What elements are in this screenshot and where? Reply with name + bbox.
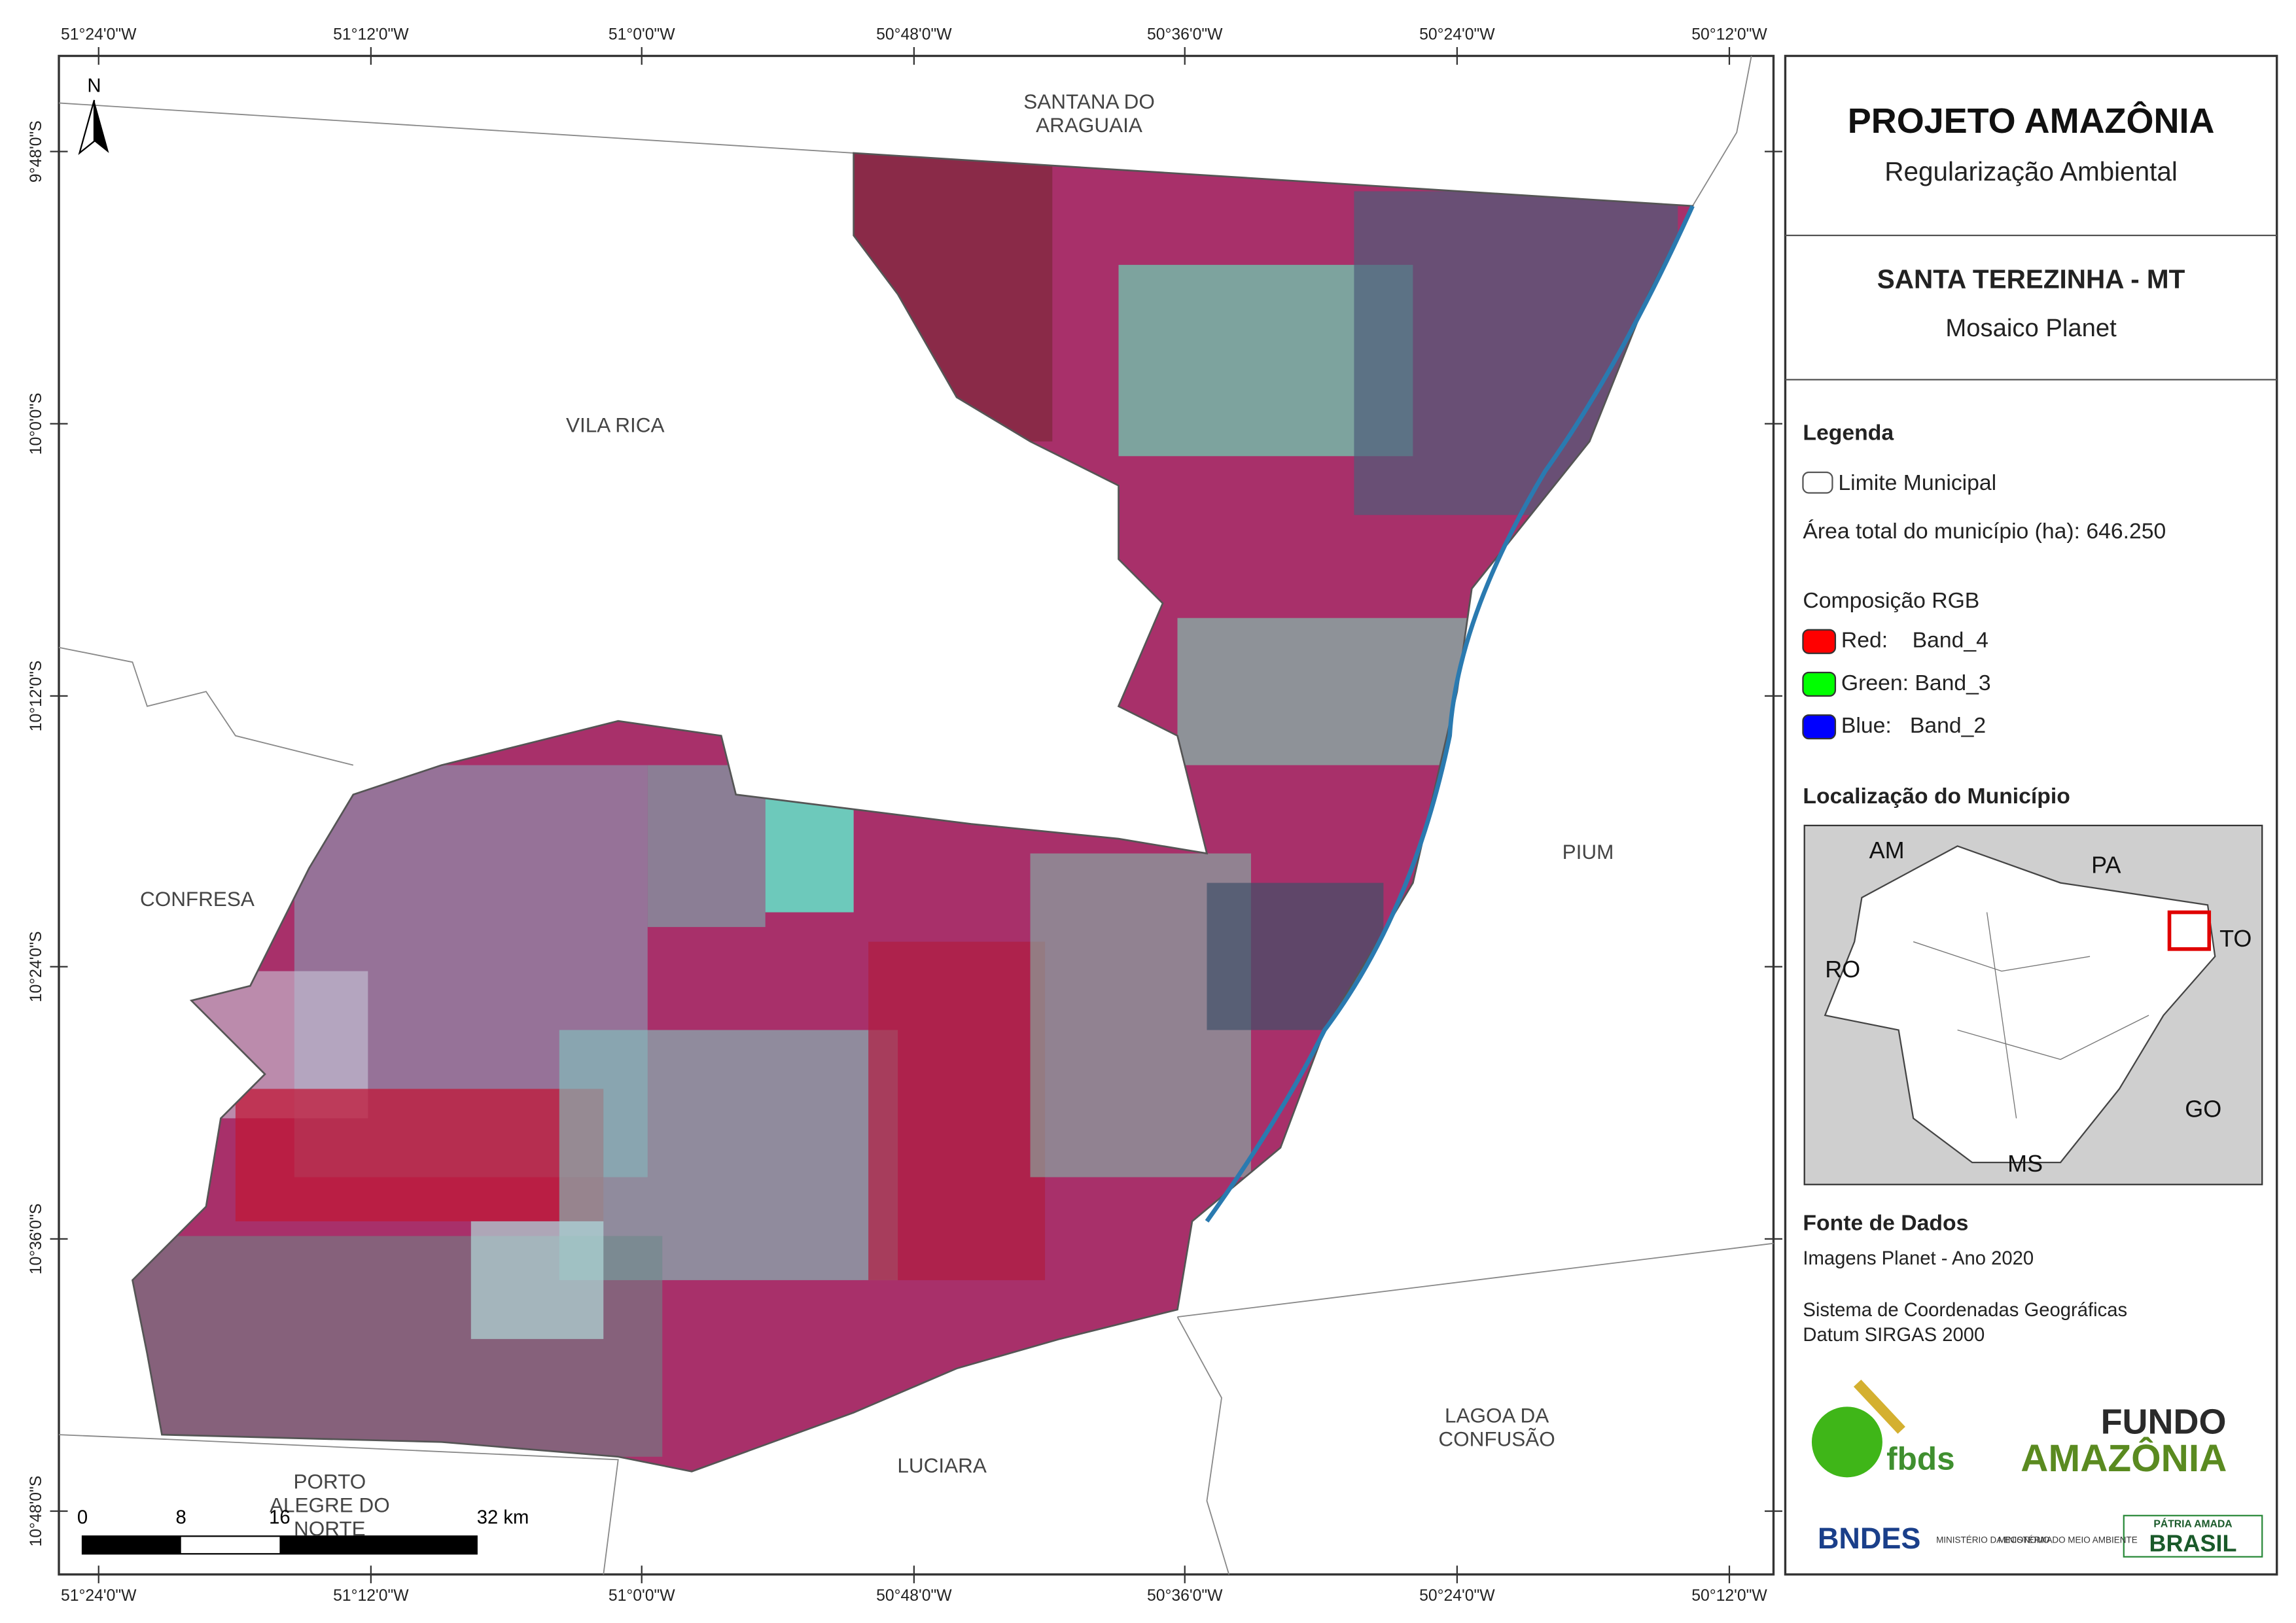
sources-title: Fonte de Dados (1803, 1210, 1968, 1235)
logo-text: BRASIL (2149, 1529, 2237, 1556)
longitude-label: 51°24'0"W (61, 26, 137, 44)
area-label: Área total do município (ha): 646.250 (1803, 519, 2166, 544)
longitude-label: 51°0'0"W (609, 26, 675, 44)
logo-text: MINISTÉRIO DO MEIO AMBIENTE (1998, 1535, 2138, 1545)
boundary-line (1177, 1242, 1774, 1318)
latitude-label: 10°48'0"S (27, 1476, 45, 1547)
state-label: TO (2219, 925, 2252, 952)
latitude-label: 10°24'0"S (27, 931, 45, 1002)
imagery-patch (235, 1089, 604, 1221)
logo-text: PÁTRIA AMADA (2153, 1517, 2232, 1529)
fbds-logo-bar (1853, 1379, 1905, 1434)
product: Mosaico Planet (1945, 314, 2117, 342)
latitude-label: 10°12'0"S (27, 661, 45, 732)
place-name: CONFUSÃO (1438, 1427, 1555, 1450)
scale-bar-segment (279, 1536, 477, 1554)
imagery-patch (765, 794, 854, 913)
place-name: VILA RICA (566, 413, 665, 437)
scale-label: 0 (77, 1507, 88, 1528)
logo-text: fbds (1886, 1441, 1954, 1477)
imagery-patch (1177, 618, 1472, 765)
longitude-label: 50°48'0"W (876, 1587, 952, 1605)
scale-label: 8 (176, 1507, 186, 1528)
longitude-label: 50°48'0"W (876, 26, 952, 44)
longitude-label: 51°24'0"W (61, 1587, 137, 1605)
place-name: NORTE (294, 1517, 366, 1541)
boundary-line (58, 1434, 619, 1575)
legend-item: Limite Municipal (1838, 470, 1996, 495)
legend-title: Legenda (1803, 420, 1894, 445)
longitude-label: 50°36'0"W (1147, 26, 1223, 44)
place-name: CONFRESA (140, 887, 255, 911)
longitude-label: 50°24'0"W (1419, 26, 1495, 44)
north-label: N (87, 75, 101, 96)
band-swatch (1802, 714, 1837, 740)
longitude-label: 51°12'0"W (333, 1587, 409, 1605)
state-label: RO (1825, 956, 1860, 983)
side-panel (1784, 54, 2278, 1576)
band-swatch (1802, 629, 1837, 654)
location-marker (2167, 910, 2212, 951)
north-arrow (78, 99, 109, 155)
longitude-label: 50°12'0"W (1691, 1587, 1767, 1605)
logo-text: BNDES (1818, 1522, 1920, 1555)
location-inset (1803, 824, 2263, 1185)
rgb-title: Composição RGB (1803, 588, 1979, 613)
scale-bar-segment (82, 1536, 181, 1554)
boundary-swatch (1802, 471, 1833, 494)
latitude-label: 9°48'0"S (27, 120, 45, 183)
logo-text: MINISTÉRIO DA ECONOMIA (1936, 1535, 2053, 1545)
scale-bar (81, 1535, 478, 1555)
longitude-label: 50°36'0"W (1147, 1587, 1223, 1605)
place-name: LUCIARA (897, 1454, 986, 1477)
state-outline (1824, 845, 2216, 1164)
band-swatch (1802, 671, 1837, 697)
north-arrow-left (78, 99, 96, 155)
band-label: Green: Band_3 (1841, 671, 1991, 695)
location-title: Localização do Município (1803, 784, 2070, 809)
longitude-label: 50°12'0"W (1691, 26, 1767, 44)
source-line: Datum SIRGAS 2000 (1803, 1325, 1985, 1346)
band-label: Blue: Band_2 (1841, 713, 1986, 738)
longitude-label: 51°12'0"W (333, 26, 409, 44)
place-name: ALEGRE DO (270, 1493, 390, 1517)
scale-label: 16 (269, 1507, 291, 1528)
panel-subtitle: Regularização Ambiental (1884, 156, 2178, 186)
source-line: Imagens Planet - Ano 2020 (1803, 1248, 2034, 1269)
north-arrow-right (94, 99, 109, 153)
municipality: SANTA TEREZINHA - MT (1877, 264, 2185, 294)
state-label: GO (2185, 1096, 2221, 1123)
imagery-patch (470, 1221, 604, 1339)
boundary-line (1176, 1316, 1230, 1575)
longitude-label: 50°24'0"W (1419, 1587, 1495, 1605)
imagery-patch (868, 941, 1046, 1280)
municipal-lines (1913, 912, 2149, 1119)
place-name: SANTANA DO (1023, 90, 1155, 113)
scale-label: 32 km (477, 1507, 529, 1528)
river (1205, 205, 1695, 1223)
place-name: ARAGUAIA (1036, 113, 1142, 137)
logo-text: AMAZÔNIA (2021, 1436, 2227, 1480)
fbds-logo (1811, 1406, 1882, 1478)
brasil-logo (2123, 1514, 2263, 1558)
state-label: MS (2007, 1150, 2043, 1177)
logo-text: FUNDO (2101, 1403, 2227, 1442)
boundary-line (58, 646, 354, 766)
place-name: LAGOA DA (1445, 1403, 1549, 1427)
state-label: PA (2091, 851, 2121, 878)
latitude-label: 10°0'0"S (27, 393, 45, 455)
band-label: Red: Band_4 (1841, 628, 1988, 653)
place-name: PIUM (1563, 840, 1614, 864)
latitude-label: 10°36'0"S (27, 1204, 45, 1275)
state-label: AM (1869, 837, 1905, 864)
longitude-label: 51°0'0"W (609, 1587, 675, 1605)
place-name: PORTO (293, 1470, 366, 1493)
source-line: Sistema de Coordenadas Geográficas (1803, 1300, 2127, 1321)
panel-title: PROJETO AMAZÔNIA (1848, 101, 2215, 141)
